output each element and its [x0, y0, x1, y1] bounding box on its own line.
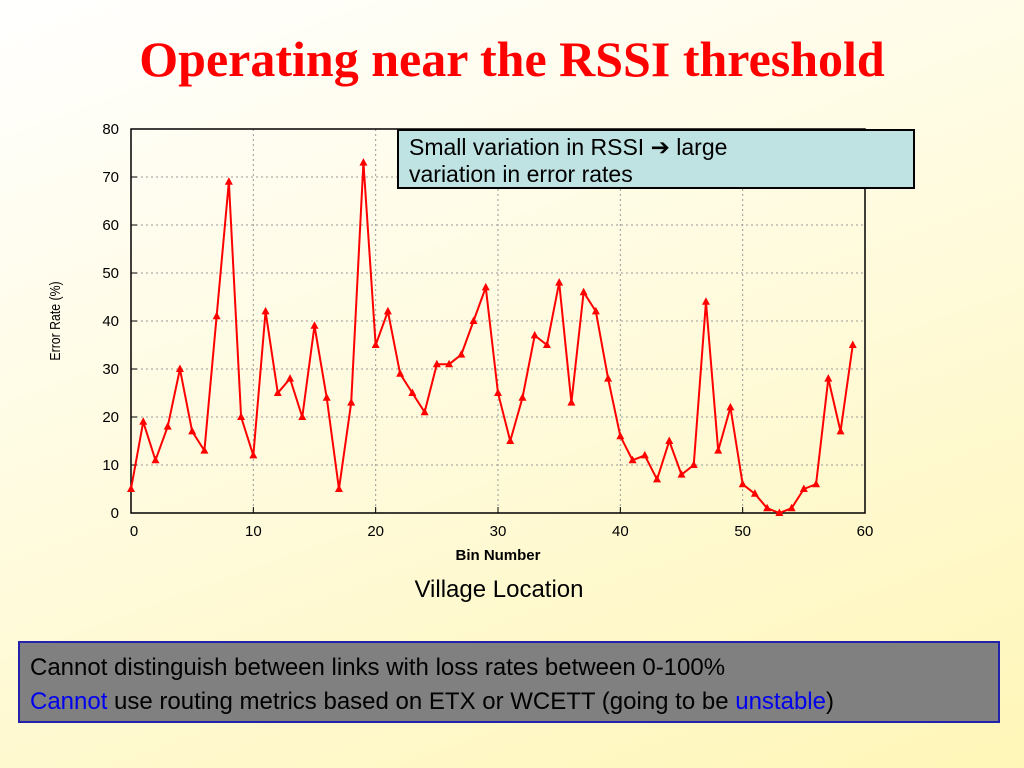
- data-point-marker: [457, 350, 466, 358]
- data-point-marker: [701, 297, 710, 305]
- data-point-marker: [665, 436, 674, 444]
- slide-title: Operating near the RSSI threshold: [139, 31, 885, 87]
- data-point-marker: [616, 431, 625, 440]
- note-cannot-highlight: Cannot: [30, 688, 108, 715]
- data-point-marker: [273, 388, 282, 396]
- y-axis-label: Error Rate (%): [47, 281, 63, 360]
- data-point-marker: [628, 455, 637, 464]
- y-tick-label: 60: [102, 217, 119, 234]
- data-point-marker: [334, 484, 343, 492]
- x-tick-label: 50: [734, 523, 751, 540]
- data-point-marker: [408, 388, 417, 396]
- data-point-marker: [371, 340, 380, 348]
- data-point-marker: [604, 374, 613, 382]
- data-point-marker: [824, 374, 833, 382]
- x-tick-label: 30: [490, 523, 507, 540]
- data-point-marker: [347, 398, 356, 406]
- data-point-marker: [322, 393, 331, 401]
- y-tick-label: 50: [102, 265, 119, 282]
- data-point-marker: [175, 364, 184, 372]
- series-markers: [127, 158, 857, 516]
- data-point-marker: [396, 369, 405, 377]
- data-point-marker: [775, 508, 784, 516]
- data-point-marker: [714, 446, 723, 454]
- data-point-marker: [506, 436, 515, 444]
- data-point-marker: [542, 340, 551, 348]
- data-point-marker: [151, 455, 160, 464]
- data-point-marker: [298, 412, 307, 420]
- note-line-2: Cannot use routing metrics based on ETX …: [30, 685, 988, 719]
- data-point-marker: [445, 359, 454, 368]
- data-point-marker: [763, 503, 772, 512]
- data-point-marker: [579, 287, 588, 296]
- note-line-2-end: ): [825, 688, 834, 715]
- x-tick-label: 0: [130, 523, 138, 540]
- data-point-marker: [787, 503, 796, 512]
- x-tick-label: 60: [857, 523, 874, 540]
- y-tick-label: 30: [102, 361, 119, 378]
- data-point-marker: [310, 321, 319, 329]
- data-point-marker: [163, 422, 172, 430]
- chart-ticks: 0 10 20 30 40 50 60 0 10 20 30 40 50 60 70 80: [102, 121, 873, 540]
- data-point-marker: [848, 340, 857, 348]
- data-point-marker: [481, 282, 490, 291]
- data-point-marker: [799, 484, 808, 492]
- data-point-marker: [494, 388, 502, 396]
- y-tick-label: 70: [102, 169, 119, 186]
- chart-caption: Village Location: [414, 576, 584, 603]
- data-point-marker: [518, 393, 527, 401]
- y-tick-label: 10: [102, 457, 119, 474]
- right-arrow-icon: ➔: [650, 134, 670, 160]
- data-point-marker: [653, 474, 662, 483]
- data-point-marker: [200, 446, 209, 454]
- data-point-marker: [139, 417, 148, 425]
- data-point-marker: [261, 306, 270, 315]
- callout-text-start: Small variation in RSSI: [409, 134, 645, 160]
- data-point-marker: [677, 470, 686, 478]
- x-axis-label: Bin Number: [455, 547, 540, 564]
- callout-text-line2: variation in error rates: [409, 161, 633, 187]
- y-tick-label: 0: [111, 505, 119, 522]
- data-point-marker: [689, 460, 698, 468]
- x-tick-label: 40: [612, 523, 629, 540]
- callout-box: Small variation in RSSI ➔ large variatio…: [397, 129, 915, 189]
- data-point-marker: [567, 398, 576, 406]
- note-box: Cannot distinguish between links with lo…: [18, 641, 1000, 723]
- note-unstable-highlight: unstable: [735, 688, 826, 715]
- data-point-marker: [812, 479, 821, 488]
- data-point-marker: [432, 359, 441, 368]
- data-point-marker: [237, 412, 246, 420]
- y-tick-label: 80: [102, 121, 119, 138]
- data-point-marker: [738, 479, 747, 488]
- chart-gridlines: [131, 129, 865, 513]
- data-point-marker: [249, 450, 258, 459]
- y-tick-label: 20: [102, 409, 119, 426]
- data-point-marker: [212, 311, 221, 320]
- data-point-marker: [530, 330, 539, 339]
- data-point-marker: [469, 316, 478, 324]
- data-point-marker: [591, 306, 600, 315]
- x-tick-label: 20: [367, 523, 384, 540]
- data-point-marker: [383, 306, 392, 315]
- data-point-marker: [750, 489, 759, 497]
- note-line-2-text: use routing metrics based on ETX or WCET…: [107, 688, 736, 715]
- callout-text-end: large: [676, 134, 728, 160]
- y-tick-label: 40: [102, 313, 119, 330]
- data-point-marker: [188, 426, 197, 435]
- data-point-marker: [286, 374, 295, 382]
- data-point-marker: [726, 402, 735, 411]
- data-point-marker: [359, 158, 368, 166]
- data-point-marker: [836, 426, 845, 435]
- data-point-marker: [224, 177, 233, 185]
- data-point-marker: [127, 484, 135, 492]
- data-point-marker: [555, 278, 564, 286]
- note-line-1: Cannot distinguish between links with lo…: [30, 654, 726, 681]
- x-tick-label: 10: [245, 523, 262, 540]
- series-line: [130, 162, 854, 515]
- data-point-marker: [640, 450, 649, 459]
- data-point-marker: [420, 407, 429, 416]
